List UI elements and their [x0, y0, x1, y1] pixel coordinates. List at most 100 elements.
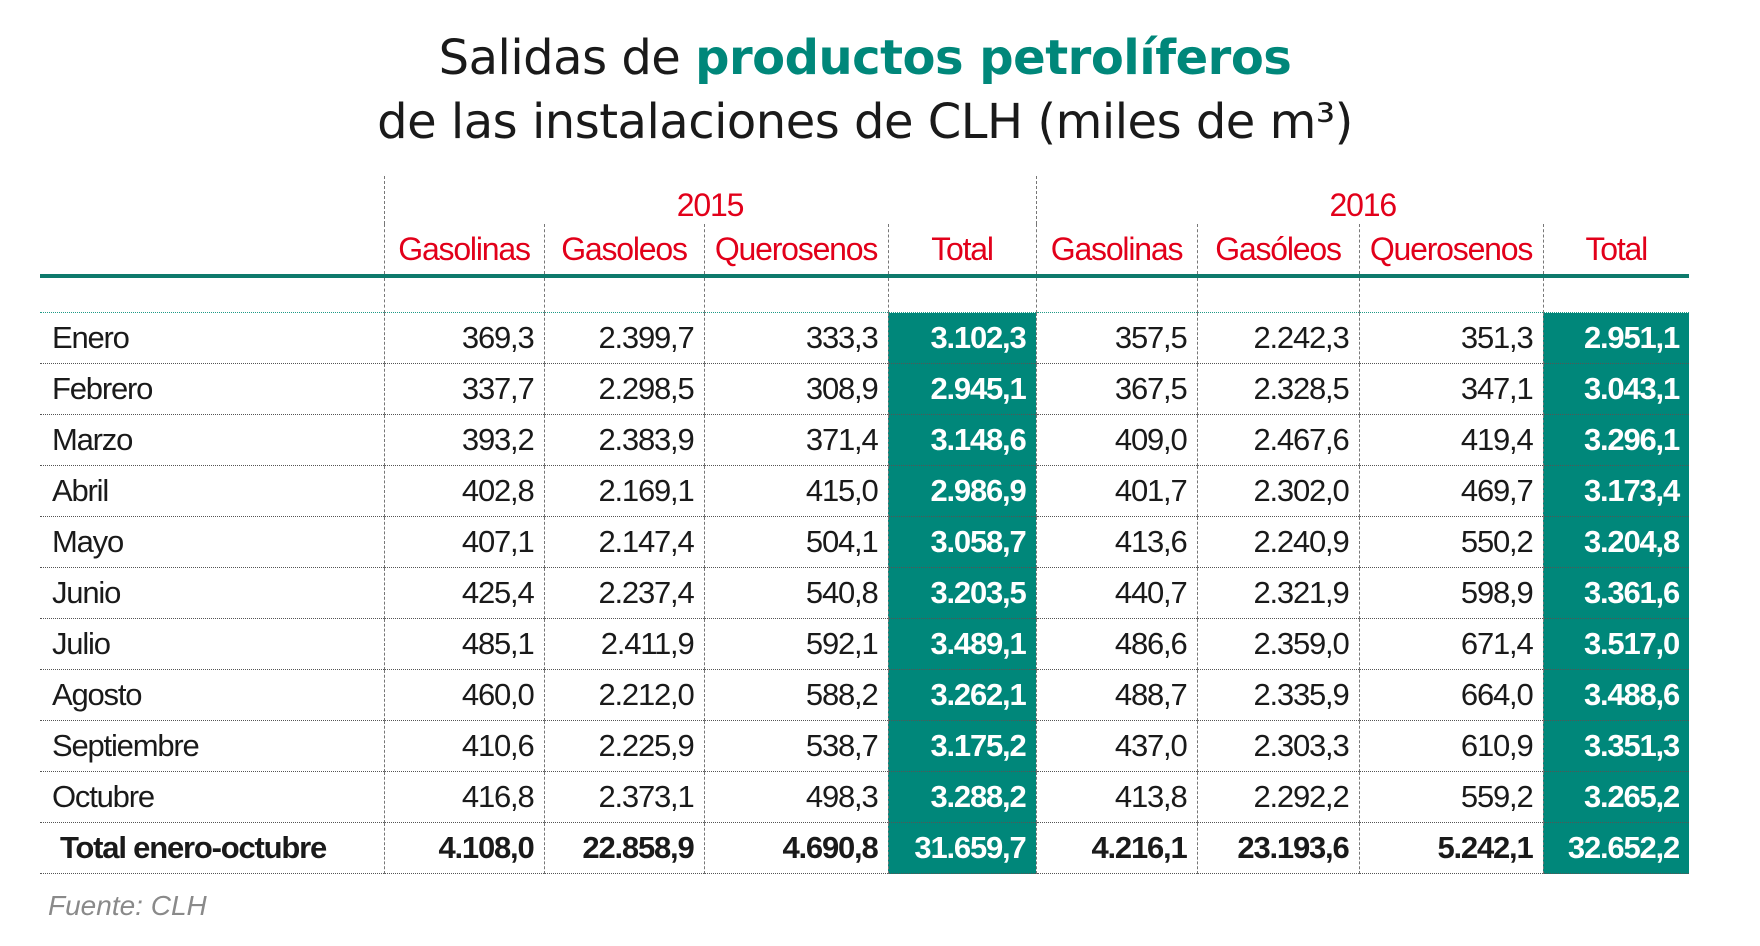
cell-2015-gasolinas: 407,1: [383, 516, 544, 568]
col-header-2016-querosenos: Querosenos: [1358, 224, 1543, 278]
total-row: Total enero-octubre 4.108,0 22.858,9 4.690,…: [40, 822, 1689, 874]
cell-2016-gasolinas: 357,5: [1035, 312, 1197, 364]
table-row: Junio 425,4 2.237,4 540,8 3.203,5 440,7 2.321,…: [40, 567, 1689, 619]
row-label: Abril: [40, 465, 384, 517]
spacer-row: [40, 276, 1689, 313]
cell-2016-querosenos: 559,2: [1358, 771, 1543, 823]
cell-2015-querosenos: 371,4: [703, 414, 888, 466]
cell-2016-gasolinas: 437,0: [1035, 720, 1197, 772]
cell-2016-gasolinas: 486,6: [1035, 618, 1197, 670]
cell-2015-gasoleos: 2.169,1: [543, 465, 704, 517]
cell-2016-gasoleos: 2.467,6: [1196, 414, 1359, 466]
cell-2016-total: 3.265,2: [1542, 771, 1689, 823]
empty-subheader: [40, 224, 384, 278]
cell-2015-gasoleos: 2.411,9: [543, 618, 704, 670]
cell-2015-total: 3.102,3: [887, 312, 1036, 364]
row-label: Julio: [40, 618, 384, 670]
cell-2016-querosenos: 664,0: [1358, 669, 1543, 721]
cell-2016-total: 3.043,1: [1542, 363, 1689, 415]
cell-2016-gasoleos: 2.240,9: [1196, 516, 1359, 568]
row-label: Enero: [40, 312, 384, 364]
table-row: Septiembre 410,6 2.225,9 538,7 3.175,2 437,0 2…: [40, 720, 1689, 772]
row-label: Agosto: [40, 669, 384, 721]
cell-2015-querosenos: 588,2: [703, 669, 888, 721]
cell-2016-querosenos: 5.242,1: [1358, 822, 1543, 874]
cell-2015-querosenos: 333,3: [703, 312, 888, 364]
cell-2015-querosenos: 4.690,8: [703, 822, 888, 874]
cell-2016-gasoleos: 2.335,9: [1196, 669, 1359, 721]
cell-2016-total: 2.951,1: [1542, 312, 1689, 364]
title-line-1: Salidas de productos petrolíferos: [0, 30, 1730, 86]
col-header-2015-gasoleos: Gasoleos: [543, 224, 704, 278]
cell-2015-querosenos: 538,7: [703, 720, 888, 772]
cell-2016-gasoleos: 2.321,9: [1196, 567, 1359, 619]
cell-2015-gasolinas: 485,1: [383, 618, 544, 670]
table-row: Marzo 393,2 2.383,9 371,4 3.148,6 409,0 2.467,…: [40, 414, 1689, 466]
cell-2015-gasolinas: 416,8: [383, 771, 544, 823]
cell-2015-gasoleos: 2.373,1: [543, 771, 704, 823]
row-label: Total enero-octubre: [40, 822, 384, 874]
cell-2015-querosenos: 504,1: [703, 516, 888, 568]
col-header-2015-querosenos: Querosenos: [703, 224, 888, 278]
cell-2015-total: 2.945,1: [887, 363, 1036, 415]
cell-2016-querosenos: 419,4: [1358, 414, 1543, 466]
cell-2016-querosenos: 469,7: [1358, 465, 1543, 517]
cell-2015-querosenos: 498,3: [703, 771, 888, 823]
cell-2015-total: 3.175,2: [887, 720, 1036, 772]
data-table: 2015 2016 Gasolinas Gasoleos Querosenos …: [40, 176, 1689, 874]
cell-2016-gasolinas: 440,7: [1035, 567, 1197, 619]
cell-2015-gasolinas: 402,8: [383, 465, 544, 517]
table-row: Agosto 460,0 2.212,0 588,2 3.262,1 488,7 2.335…: [40, 669, 1689, 721]
source-note: Fuente: CLH: [48, 890, 207, 921]
cell-2015-total: 3.148,6: [887, 414, 1036, 466]
cell-2015-total: 3.489,1: [887, 618, 1036, 670]
cell-2015-gasoleos: 2.225,9: [543, 720, 704, 772]
cell-2015-gasoleos: 2.212,0: [543, 669, 704, 721]
cell-2016-gasoleos: 2.303,3: [1196, 720, 1359, 772]
cell-2016-total: 3.351,3: [1542, 720, 1689, 772]
cell-2016-gasolinas: 401,7: [1035, 465, 1197, 517]
cell-2015-total: 2.986,9: [887, 465, 1036, 517]
cell-2016-querosenos: 610,9: [1358, 720, 1543, 772]
col-header-2015-total: Total: [887, 224, 1036, 278]
cell-2016-querosenos: 351,3: [1358, 312, 1543, 364]
cell-2015-total: 3.058,7: [887, 516, 1036, 568]
cell-2015-gasolinas: 425,4: [383, 567, 544, 619]
cell-2015-gasolinas: 369,3: [383, 312, 544, 364]
cell-2016-gasoleos: 2.302,0: [1196, 465, 1359, 517]
cell-2015-querosenos: 540,8: [703, 567, 888, 619]
cell-2016-querosenos: 598,9: [1358, 567, 1543, 619]
col-header-2015-gasolinas: Gasolinas: [383, 224, 544, 278]
title-prefix: Salidas de: [438, 30, 696, 86]
row-label: Mayo: [40, 516, 384, 568]
col-header-2016-gasolinas: Gasolinas: [1035, 224, 1197, 278]
cell-2016-gasoleos: 2.359,0: [1196, 618, 1359, 670]
cell-2015-querosenos: 415,0: [703, 465, 888, 517]
cell-2016-gasolinas: 367,5: [1035, 363, 1197, 415]
table-row: Abril 402,8 2.169,1 415,0 2.986,9 401,7 2.302,…: [40, 465, 1689, 517]
cell-2015-gasolinas: 4.108,0: [383, 822, 544, 874]
cell-2016-total: 3.517,0: [1542, 618, 1689, 670]
cell-2016-gasolinas: 4.216,1: [1035, 822, 1197, 874]
cell-2015-gasoleos: 22.858,9: [543, 822, 704, 874]
cell-2016-querosenos: 550,2: [1358, 516, 1543, 568]
cell-2015-gasolinas: 393,2: [383, 414, 544, 466]
year-header-2015: 2015: [383, 176, 1036, 224]
cell-2016-querosenos: 671,4: [1358, 618, 1543, 670]
cell-2015-gasoleos: 2.298,5: [543, 363, 704, 415]
row-label: Octubre: [40, 771, 384, 823]
cell-2016-gasoleos: 2.242,3: [1196, 312, 1359, 364]
cell-2016-gasolinas: 413,8: [1035, 771, 1197, 823]
cell-2015-total: 3.203,5: [887, 567, 1036, 619]
col-header-2016-gasoleos: Gasóleos: [1196, 224, 1359, 278]
cell-2016-gasoleos: 2.328,5: [1196, 363, 1359, 415]
col-header-2016-total: Total: [1542, 224, 1689, 278]
cell-2015-total: 31.659,7: [887, 822, 1036, 874]
cell-2016-total: 3.204,8: [1542, 516, 1689, 568]
cell-2016-gasolinas: 488,7: [1035, 669, 1197, 721]
cell-2016-gasolinas: 409,0: [1035, 414, 1197, 466]
cell-2015-gasoleos: 2.383,9: [543, 414, 704, 466]
row-label: Marzo: [40, 414, 384, 466]
cell-2015-gasolinas: 410,6: [383, 720, 544, 772]
cell-2015-querosenos: 592,1: [703, 618, 888, 670]
